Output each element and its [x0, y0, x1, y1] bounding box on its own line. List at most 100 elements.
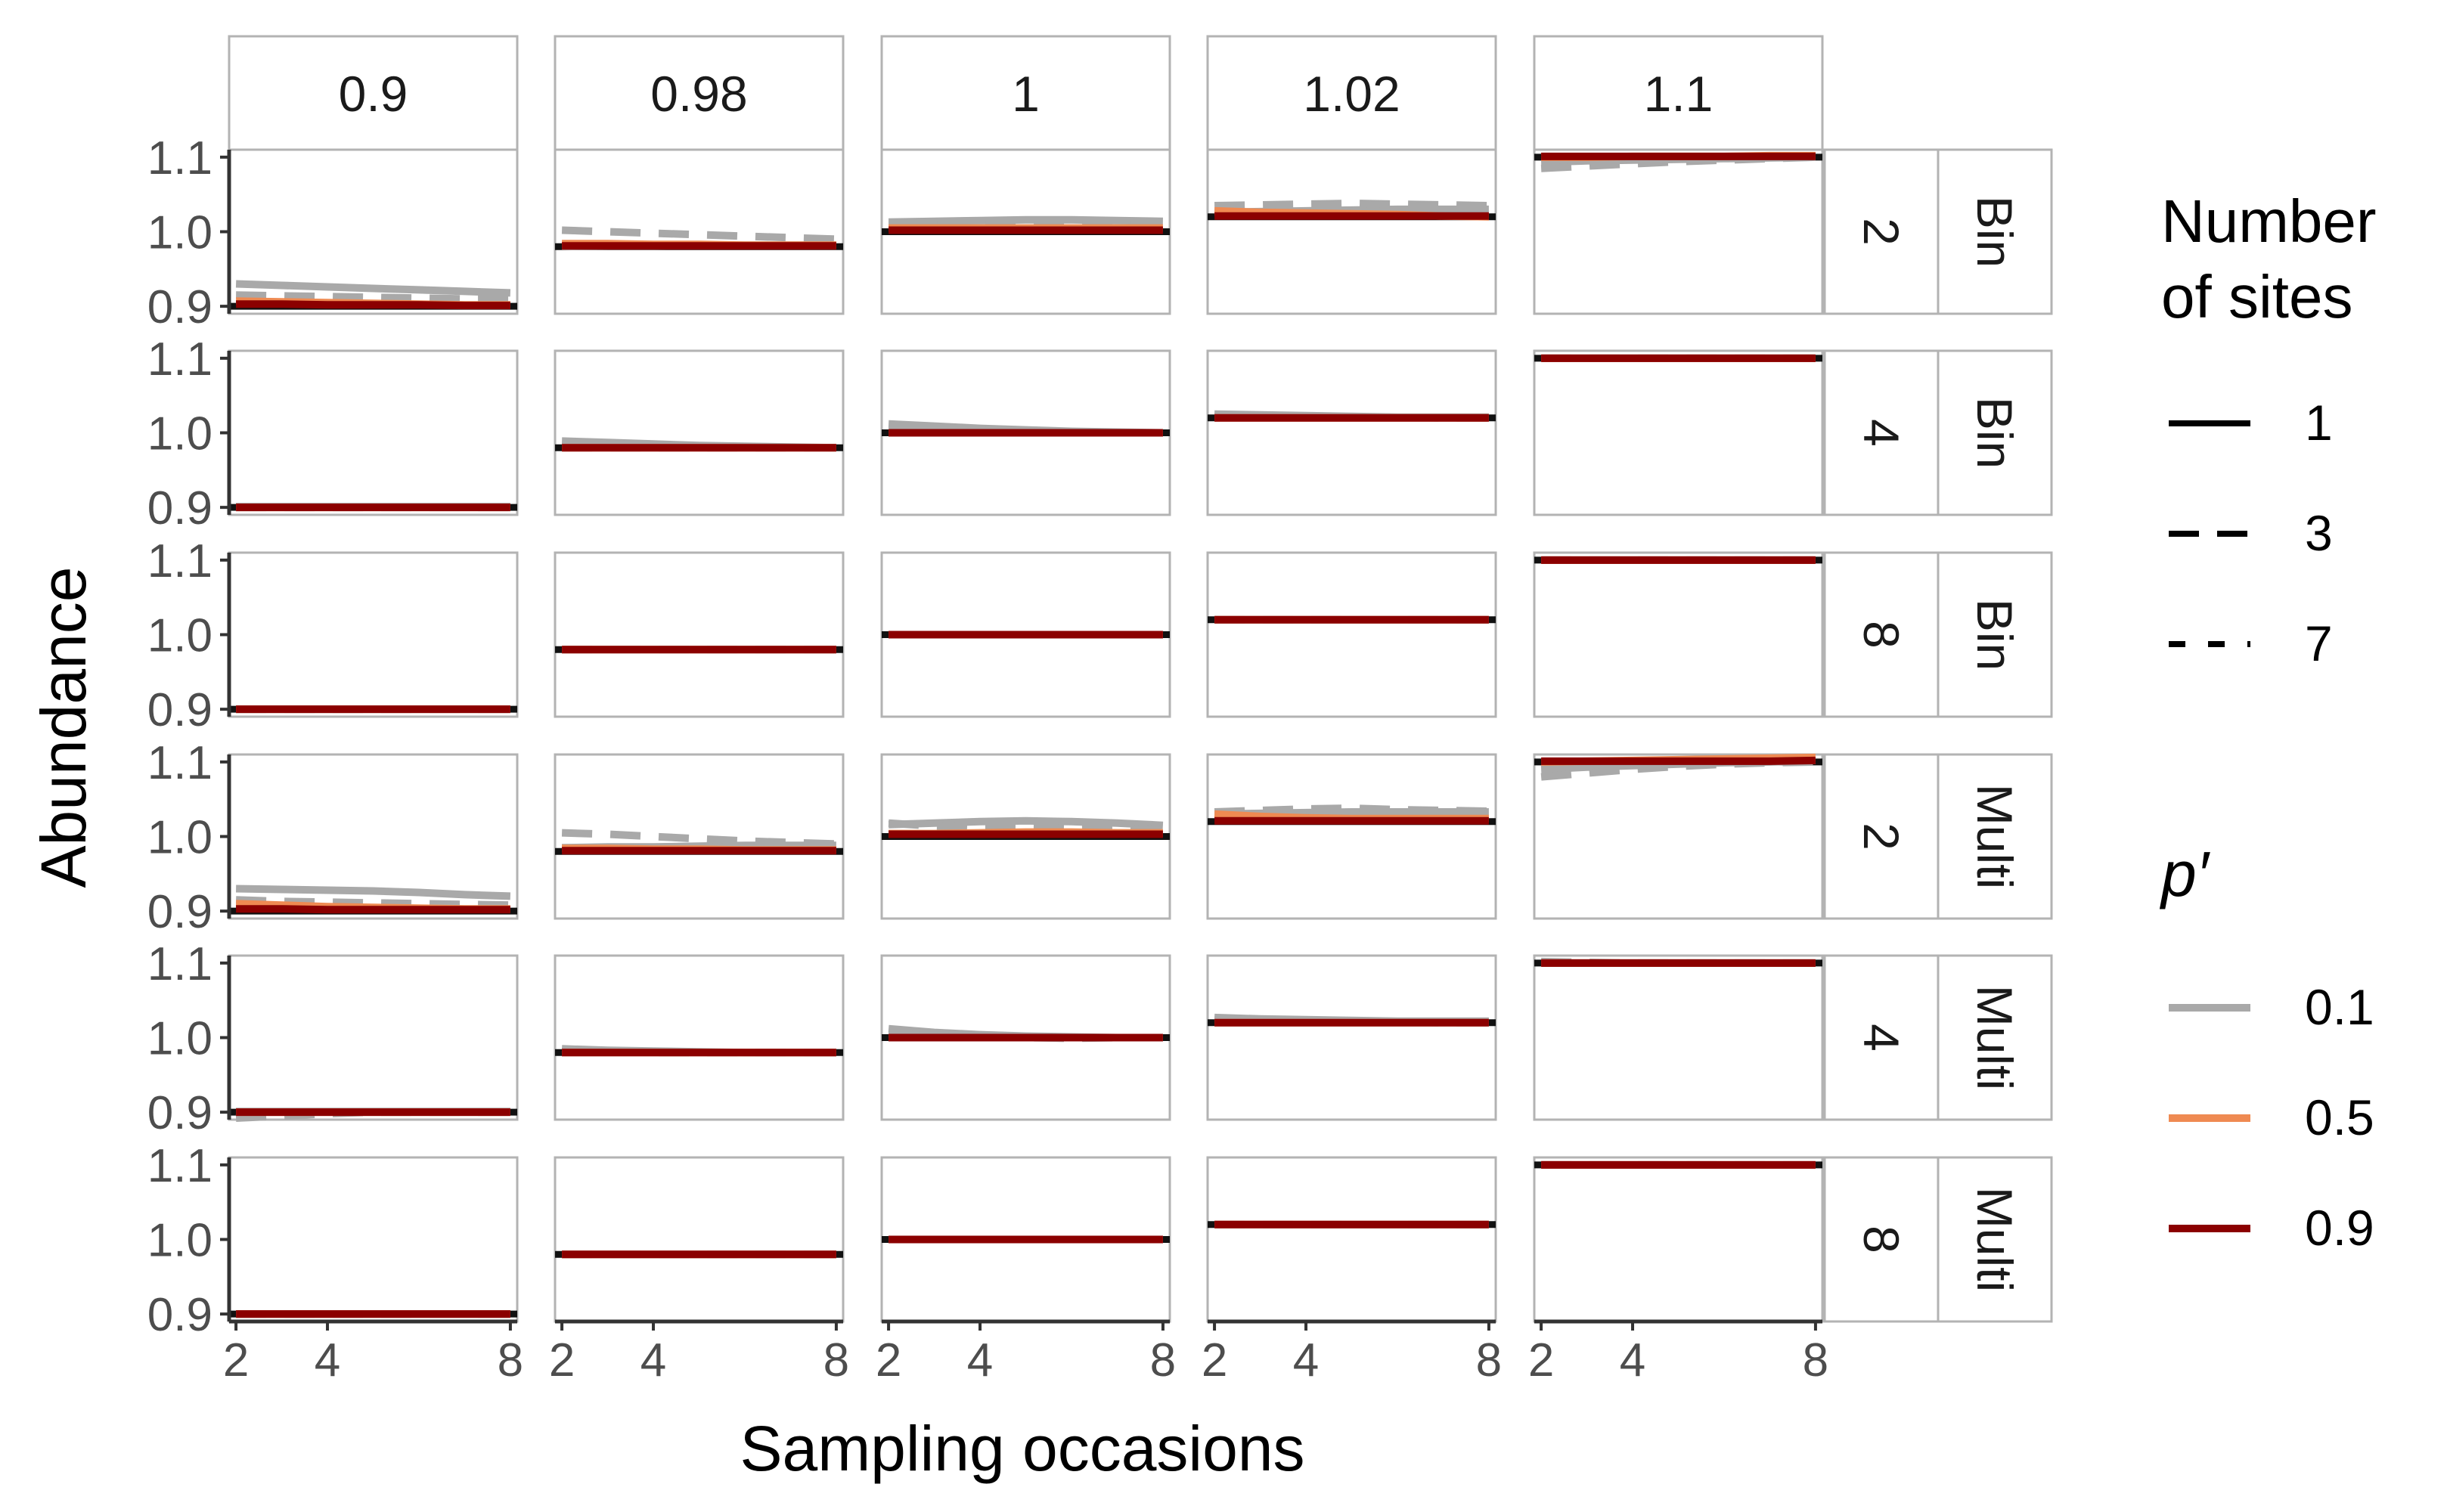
row-strip-sites-label: 2: [1853, 823, 1909, 850]
series-line-p01-solid: [888, 816, 1164, 829]
col-strip-label: 0.9: [339, 66, 408, 122]
row-strip-model-label: Multi: [1967, 985, 2023, 1090]
y-axis-title: Abundance: [28, 566, 99, 888]
panel-border: [1206, 1156, 1497, 1323]
row-strip-sites-label: 8: [1853, 621, 1909, 649]
row-strip-model-label: Multi: [1967, 784, 2023, 889]
x-tick-label: 4: [640, 1334, 666, 1387]
row-strip-sites-5: [1823, 954, 1940, 1121]
legend-sites-label: 7: [2305, 615, 2333, 671]
row-strip-sites-3: [1823, 551, 1940, 718]
col-strip-2: [554, 35, 845, 151]
row-strip-model-4: [1937, 753, 2053, 920]
panel-border: [1533, 753, 1824, 920]
legend-sites-title: of sites: [2161, 263, 2352, 330]
x-tick-label: 8: [498, 1334, 523, 1387]
panel-border: [1206, 349, 1497, 516]
panel-border: [228, 1156, 519, 1323]
legend-sites-label: 1: [2305, 395, 2333, 451]
legend-p-label: 0.1: [2305, 979, 2374, 1035]
y-tick-label: 0.9: [147, 684, 212, 736]
x-tick-label: 4: [967, 1334, 993, 1387]
series-line-p01-solid: [235, 280, 511, 297]
col-strip-label: 0.98: [650, 66, 747, 122]
panel-border: [1206, 551, 1497, 718]
legend-sites-title: Number: [2161, 187, 2377, 255]
row-strip-sites-label: 4: [1853, 1024, 1909, 1052]
legend-sites-label: 3: [2305, 505, 2333, 561]
row-strip-sites-1: [1823, 148, 1940, 315]
x-tick-label: 2: [1528, 1334, 1554, 1387]
series-line-p01-solid: [889, 215, 1163, 226]
y-tick-label: 1.1: [147, 535, 212, 587]
col-strip-3: [880, 35, 1171, 151]
x-tick-label: 8: [1803, 1334, 1828, 1387]
panel-border: [554, 753, 845, 920]
row-strip-model-6: [1937, 1156, 2053, 1323]
x-tick-label: 2: [876, 1334, 901, 1387]
y-tick-label: 1.1: [147, 333, 212, 386]
panel-border: [1206, 954, 1497, 1121]
x-tick-label: 8: [823, 1334, 849, 1387]
row-strip-model-2: [1937, 349, 2053, 516]
y-tick-label: 0.9: [147, 886, 212, 938]
x-tick-label: 4: [1620, 1334, 1645, 1387]
row-strip-sites-6: [1823, 1156, 1940, 1323]
y-tick-label: 1.0: [147, 1215, 212, 1267]
series-line-p01-solid: [236, 885, 511, 900]
x-tick-label: 8: [1150, 1334, 1176, 1387]
row-strip-model-5: [1937, 954, 2053, 1121]
row-strip-sites-4: [1823, 753, 1940, 920]
row-strip-model-label: Bin: [1967, 196, 2023, 268]
y-tick-label: 1.1: [147, 938, 212, 990]
panel-border: [1533, 1156, 1824, 1323]
y-tick-label: 0.9: [147, 482, 212, 534]
panel-border: [554, 1156, 845, 1323]
x-tick-label: 2: [549, 1334, 575, 1387]
x-tick-label: 4: [1293, 1334, 1319, 1387]
x-tick-label: 2: [1202, 1334, 1227, 1387]
panel-border: [1533, 954, 1824, 1121]
y-tick-label: 0.9: [147, 281, 212, 333]
y-tick-label: 0.9: [147, 1289, 212, 1341]
row-strip-sites-2: [1823, 349, 1940, 516]
panel-border: [1206, 148, 1497, 315]
row-strip-sites-label: 8: [1853, 1225, 1909, 1253]
row-strip-model-3: [1937, 551, 2053, 718]
row-strip-model-label: Bin: [1967, 397, 2023, 469]
y-tick-label: 1.0: [147, 207, 212, 259]
x-tick-label: 4: [315, 1334, 340, 1387]
x-tick-label: 8: [1476, 1334, 1502, 1387]
col-strip-label: 1: [1012, 66, 1040, 122]
x-axis-title: Sampling occasions: [740, 1413, 1304, 1484]
row-strip-model-label: Multi: [1967, 1187, 2023, 1292]
panel-border: [554, 551, 845, 718]
panel-border: [554, 954, 845, 1121]
legend-p-label: 0.5: [2305, 1089, 2374, 1145]
panel-border: [228, 349, 519, 516]
row-strip-sites-label: 2: [1853, 218, 1909, 246]
panel-border: [1533, 349, 1824, 516]
panel-border: [1533, 551, 1824, 718]
panel-border: [1206, 753, 1497, 920]
y-tick-label: 1.0: [147, 408, 212, 460]
x-tick-label: 2: [223, 1334, 249, 1387]
col-strip-label: 1.02: [1303, 66, 1400, 122]
y-tick-label: 1.0: [147, 812, 212, 864]
row-strip-sites-label: 4: [1853, 419, 1909, 447]
col-strip-1: [228, 35, 519, 151]
panel-border: [1533, 148, 1824, 315]
row-strip-model-1: [1937, 148, 2053, 315]
y-tick-label: 1.0: [147, 1013, 212, 1065]
y-tick-label: 1.1: [147, 737, 212, 789]
legend-p-label: 0.9: [2305, 1200, 2374, 1256]
col-strip-label: 1.1: [1644, 66, 1714, 122]
y-tick-label: 0.9: [147, 1087, 212, 1139]
panel-border: [228, 954, 519, 1121]
series-line-p09-solid: [236, 300, 510, 310]
panel-border: [554, 148, 845, 315]
y-tick-label: 1.1: [147, 1140, 212, 1192]
row-strip-model-label: Bin: [1967, 599, 2023, 671]
